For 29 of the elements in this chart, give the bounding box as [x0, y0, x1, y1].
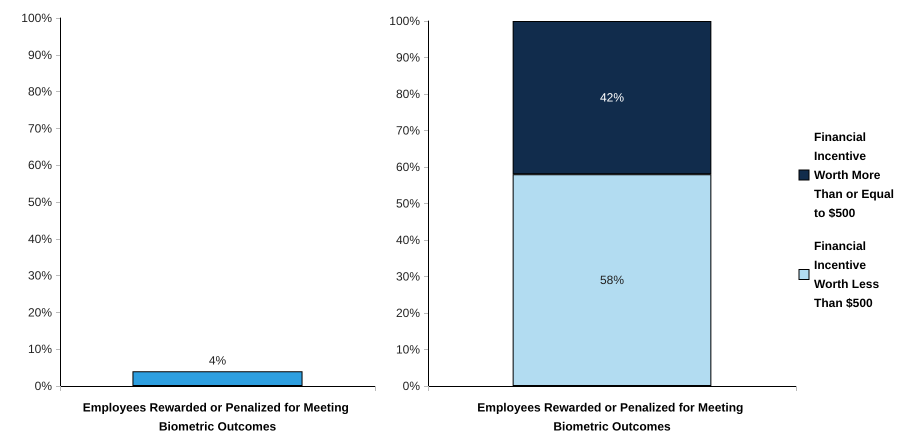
y-tick-label: 20%: [28, 305, 52, 320]
x-tick-label: Employees Rewarded or Penalized for Meeting Biometric Outcomes: [477, 400, 747, 434]
y-tick-label: 50%: [396, 196, 420, 210]
legend-label: Financial Incentive Worth More Than or Equal to $500: [814, 130, 898, 220]
y-tick-label: 80%: [396, 87, 420, 101]
data-label: 4%: [208, 353, 226, 368]
y-tick-label: 60%: [396, 160, 420, 174]
y-tick-label: 100%: [389, 14, 420, 28]
y-tick-label: 0%: [34, 379, 52, 393]
y-tick-label: 30%: [28, 268, 52, 283]
y-tick-label: 40%: [396, 233, 420, 247]
y-tick-label: 40%: [28, 232, 52, 246]
y-tick-label: 10%: [28, 342, 52, 356]
y-tick-label: 30%: [396, 270, 420, 284]
data-label: 58%: [600, 273, 624, 288]
y-tick-label: 10%: [396, 342, 420, 356]
data-label: 42%: [600, 90, 624, 105]
y-tick-label: 70%: [396, 124, 420, 138]
y-tick-label: 0%: [402, 379, 420, 393]
x-tick-label: Employees Rewarded or Penalized for Meeting Biometric Outcomes: [82, 400, 352, 434]
y-tick-label: 100%: [21, 11, 52, 25]
y-tick-label: 70%: [28, 121, 52, 136]
legend-label: Financial Incentive Worth Less Than $500: [814, 239, 882, 310]
y-tick-label: 90%: [396, 50, 420, 64]
y-tick-label: 80%: [28, 84, 52, 99]
y-tick-label: 60%: [28, 158, 52, 172]
y-tick-label: 50%: [28, 195, 52, 209]
y-tick-label: 20%: [396, 306, 420, 320]
y-tick-label: 90%: [28, 48, 52, 62]
